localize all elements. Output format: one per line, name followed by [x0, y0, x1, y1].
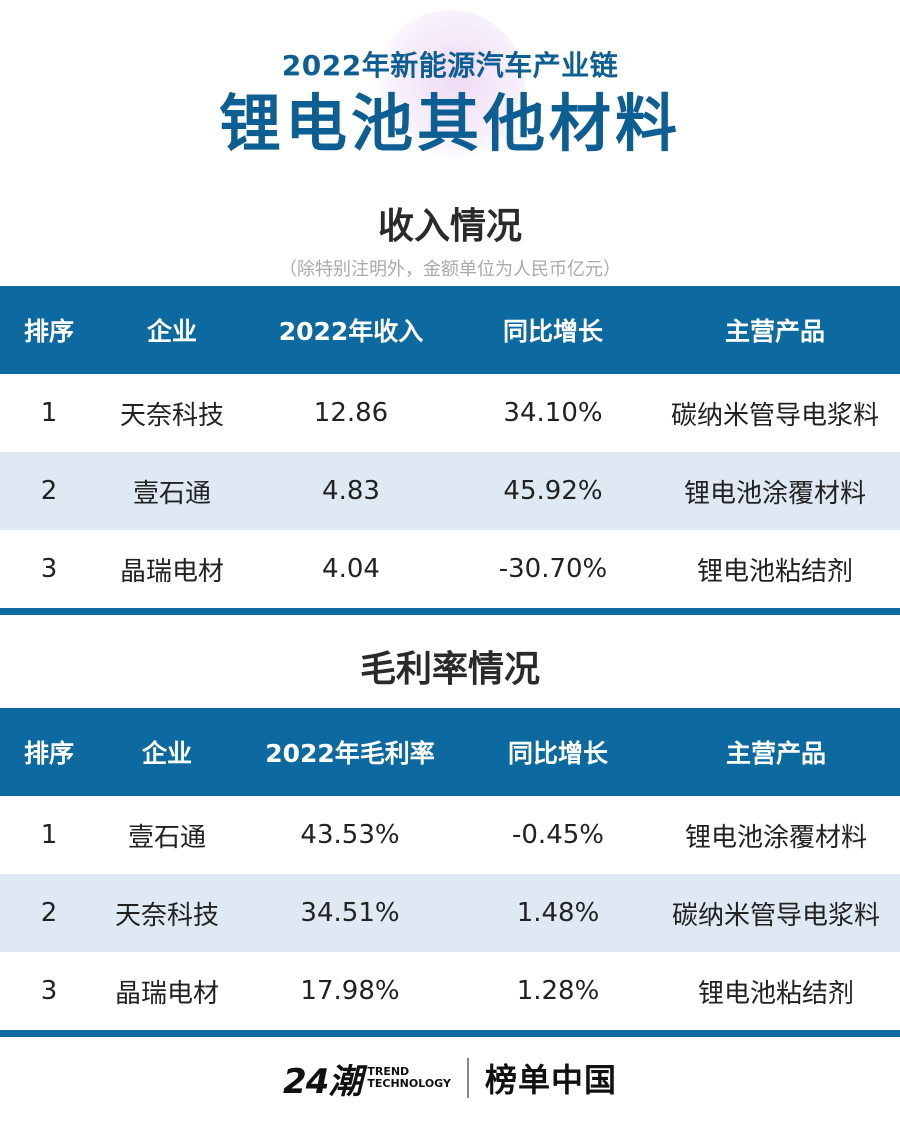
- cell-rank: 1: [40, 820, 58, 850]
- cell-yoy: 34.10%: [503, 398, 603, 428]
- cell-revenue: 4.83: [246, 452, 456, 530]
- margin-table-wrap: 排序 企业 2022年毛利率 同比增长 主营产品 1 壹石通 43.53% -0…: [0, 708, 900, 1037]
- col-header-yoy: 同比增长: [456, 286, 650, 374]
- cell-product: 锂电池涂覆材料: [650, 452, 900, 530]
- col-header-product: 主营产品: [652, 708, 900, 796]
- margin-section: 毛利率情况: [0, 640, 900, 692]
- col-header-company: 企业: [98, 286, 246, 374]
- col-header-product: 主营产品: [650, 286, 900, 374]
- table-row: 1 天奈科技 12.86 34.10% 碳纳米管导电浆料: [0, 374, 900, 452]
- table-bottom-bar: [0, 608, 900, 615]
- trend-logo-line1: TREND: [367, 1065, 410, 1078]
- cell-margin: 34.51%: [236, 874, 464, 952]
- col-header-company: 企业: [98, 708, 236, 796]
- col-header-rank: 排序: [0, 286, 98, 374]
- cell-revenue: 4.04: [322, 554, 380, 584]
- col-header-revenue: 2022年收入: [246, 286, 456, 374]
- table-header-row: 排序 企业 2022年毛利率 同比增长 主营产品: [0, 708, 900, 796]
- revenue-table-wrap: 排序 企业 2022年收入 同比增长 主营产品 1 天奈科技 12.86 34.…: [0, 286, 900, 615]
- footer-logos: 24潮 TREND TECHNOLOGY 榜单中国: [0, 1052, 900, 1104]
- margin-table: 排序 企业 2022年毛利率 同比增长 主营产品 1 壹石通 43.53% -0…: [0, 708, 900, 1030]
- cell-company: 壹石通: [98, 452, 246, 530]
- cell-margin: 43.53%: [300, 820, 400, 850]
- cell-product: 锂电池粘结剂: [696, 556, 853, 587]
- revenue-section-title: 收入情况: [377, 206, 522, 247]
- cell-margin: 17.98%: [300, 976, 400, 1006]
- table-row: 1 壹石通 43.53% -0.45% 锂电池涂覆材料: [0, 796, 900, 874]
- cell-yoy-negative: -30.70%: [498, 554, 608, 584]
- trend-logo: 24潮: [283, 1061, 362, 1102]
- revenue-table: 排序 企业 2022年收入 同比增长 主营产品 1 天奈科技 12.86 34.…: [0, 286, 900, 608]
- cell-yoy-negative: -0.45%: [512, 820, 604, 850]
- bangdan-logo: 榜单中国: [484, 1061, 617, 1099]
- table-row: 3 晶瑞电材 17.98% 1.28% 锂电池粘结剂: [0, 952, 900, 1030]
- cell-rank: 3: [40, 976, 58, 1006]
- cell-company: 壹石通: [127, 822, 206, 853]
- cell-product: 碳纳米管导电浆料: [670, 400, 879, 431]
- cell-company: 天奈科技: [98, 874, 236, 952]
- col-header-margin: 2022年毛利率: [236, 708, 464, 796]
- margin-section-title: 毛利率情况: [359, 649, 540, 690]
- cell-rank: 2: [0, 874, 98, 952]
- cell-company: 晶瑞电材: [119, 556, 224, 587]
- col-header-yoy: 同比增长: [464, 708, 652, 796]
- cell-yoy: 1.48%: [464, 874, 652, 952]
- table-row: 2 壹石通 4.83 45.92% 锂电池涂覆材料: [0, 452, 900, 530]
- col-header-rank: 排序: [0, 708, 98, 796]
- cell-rank: 2: [0, 452, 98, 530]
- page-subtitle: 2022年新能源汽车产业链: [281, 49, 619, 82]
- table-row: 3 晶瑞电材 4.04 -30.70% 锂电池粘结剂: [0, 530, 900, 608]
- cell-revenue: 12.86: [313, 398, 389, 428]
- cell-rank: 1: [40, 398, 58, 428]
- header: 2022年新能源汽车产业链 锂电池其他材料: [0, 0, 900, 190]
- cell-company: 天奈科技: [119, 400, 224, 431]
- table-bottom-bar: [0, 1030, 900, 1037]
- unit-note: （除特别注明外，金额单位为人民币亿元）: [279, 259, 621, 280]
- cell-product: 碳纳米管导电浆料: [652, 874, 900, 952]
- footer-divider: [466, 1058, 469, 1098]
- cell-company: 晶瑞电材: [114, 978, 219, 1009]
- revenue-section: 收入情况 （除特别注明外，金额单位为人民币亿元）: [0, 197, 900, 281]
- decorative-circle: [375, 10, 525, 160]
- cell-product: 锂电池粘结剂: [697, 978, 854, 1009]
- trend-logo-text: TREND TECHNOLOGY: [367, 1066, 451, 1090]
- cell-product: 锂电池涂覆材料: [684, 822, 867, 853]
- cell-rank: 3: [40, 554, 58, 584]
- table-header-row: 排序 企业 2022年收入 同比增长 主营产品: [0, 286, 900, 374]
- table-row: 2 天奈科技 34.51% 1.48% 碳纳米管导电浆料: [0, 874, 900, 952]
- cell-yoy: 1.28%: [516, 976, 600, 1006]
- trend-logo-line2: TECHNOLOGY: [367, 1077, 451, 1090]
- page-title: 锂电池其他材料: [218, 87, 681, 160]
- cell-yoy: 45.92%: [456, 452, 650, 530]
